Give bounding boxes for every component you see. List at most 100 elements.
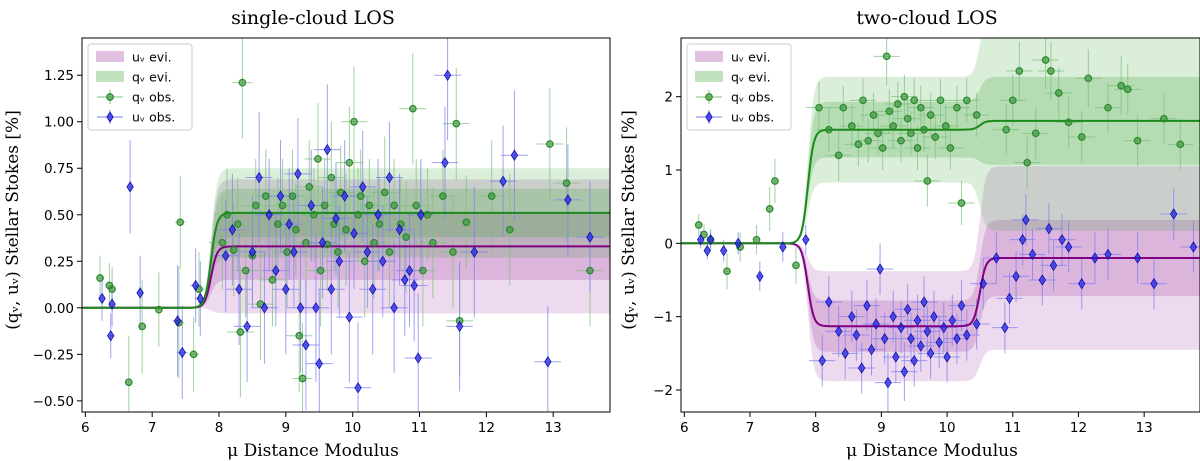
q-obs-point [874, 129, 882, 138]
q-model-line [82, 211, 610, 309]
u-obs-point [327, 283, 335, 295]
q-obs-point [452, 119, 461, 128]
u-obs-point [1189, 241, 1198, 253]
u-obs-point [872, 318, 880, 330]
q-obs-point [900, 92, 909, 101]
q-obs-point [365, 201, 374, 210]
u-band-swatch [695, 51, 723, 62]
q-obs-point [370, 238, 378, 247]
u-obs-point [802, 233, 810, 246]
q-obs-point [859, 96, 867, 105]
u-obs-point [405, 264, 414, 277]
u-obs-point [734, 237, 742, 250]
x-tick-label: 6 [81, 420, 90, 436]
q-obs-point [885, 107, 894, 116]
q-obs-point [298, 374, 307, 383]
q-obs-point [108, 285, 116, 294]
x-tick-label: 7 [148, 420, 157, 436]
u-obs-point [1049, 259, 1058, 272]
u-obs-point [340, 190, 349, 202]
q-obs-point [916, 103, 925, 112]
q-marker-swatch [705, 93, 713, 101]
u-obs-point [963, 329, 971, 341]
y-tick-label: 0.50 [44, 208, 74, 224]
u-obs-point [417, 209, 425, 221]
q-evidence-band-inner [82, 188, 610, 308]
u-obs-point [1038, 274, 1047, 286]
q-obs-point [302, 238, 310, 247]
q-obs-point [288, 192, 297, 201]
q-obs-point [792, 261, 800, 270]
legend-label: qᵥ evi. [132, 70, 172, 85]
x-tick-label: 6 [680, 420, 689, 436]
u-obs-point [390, 302, 398, 314]
y-tick-label: 0.75 [44, 161, 74, 177]
q-obs-point [96, 274, 104, 282]
y-tick-label: −0.50 [33, 394, 74, 410]
q-obs-point [354, 210, 362, 219]
q-obs-point [360, 257, 369, 266]
u-obs-point [920, 296, 928, 308]
legend-label: uᵥ obs. [731, 110, 774, 125]
x-tick-label: 10 [344, 420, 361, 436]
u-obs-point [385, 171, 394, 184]
q-obs-point [936, 96, 945, 105]
u-obs-point [191, 279, 200, 292]
u-obs-point [290, 246, 298, 258]
u-obs-point [957, 299, 966, 312]
q-obs-point [261, 192, 270, 201]
q-obs-point [897, 136, 905, 145]
u-obs-point [1018, 233, 1027, 246]
u-obs-point [354, 382, 362, 394]
u-obs-point [1078, 277, 1086, 290]
q-obs-point [1023, 158, 1032, 167]
q-obs-point [545, 140, 554, 148]
u-obs-point [889, 310, 897, 323]
u-obs-point [907, 332, 915, 345]
u-obs-point [173, 315, 182, 327]
q-obs-point [439, 192, 447, 201]
legend-label: qᵥ evi. [731, 70, 771, 85]
u-obs-point [706, 233, 715, 246]
chart-title: single-cloud LOS [231, 7, 395, 29]
q-obs-point [910, 96, 919, 105]
u-obs-point [228, 223, 237, 236]
single-cloud-panel: single-cloud LOS μ Distance Modulus (qᵥ,… [3, 7, 611, 461]
x-tick-label: 11 [1004, 420, 1021, 436]
u-obs-point [926, 347, 935, 360]
y-tick-label: 0.00 [44, 301, 74, 317]
u-obs-point [1150, 277, 1158, 290]
u-obs-point [323, 143, 331, 156]
q-obs-point [847, 122, 856, 130]
u-obs-point [913, 314, 922, 327]
u-obs-point [441, 156, 449, 169]
u-obs-point [455, 320, 464, 333]
q-obs-point [292, 225, 300, 234]
q-evidence-band-inner [681, 76, 1200, 244]
q-obs-point [408, 104, 417, 113]
q-obs-point [295, 331, 304, 340]
u-marker-swatch [106, 111, 114, 123]
u-obs-point [410, 279, 418, 292]
u-obs-point [315, 357, 323, 370]
q-obs-point [380, 188, 389, 197]
q-obs-point [283, 248, 292, 256]
q-obs-point [903, 114, 912, 123]
q-obs-point [1117, 81, 1126, 90]
u-evidence-band-inner [681, 219, 1200, 352]
u-obs-point [1170, 208, 1178, 220]
u-obs-point [1028, 248, 1037, 261]
q-obs-point [941, 122, 950, 130]
u-obs-point [544, 356, 552, 368]
q-obs-point [771, 177, 779, 185]
x-tick-label: 12 [1070, 420, 1087, 436]
u-obs-point [126, 181, 134, 193]
u-obs-point [697, 233, 705, 246]
q-obs-point [345, 158, 354, 167]
u-obs-point [510, 149, 519, 161]
u-obs-point [564, 194, 572, 206]
u-obs-point [196, 292, 204, 305]
x-tick-label: 9 [877, 420, 886, 436]
y-tick-label: −0.25 [33, 347, 74, 363]
